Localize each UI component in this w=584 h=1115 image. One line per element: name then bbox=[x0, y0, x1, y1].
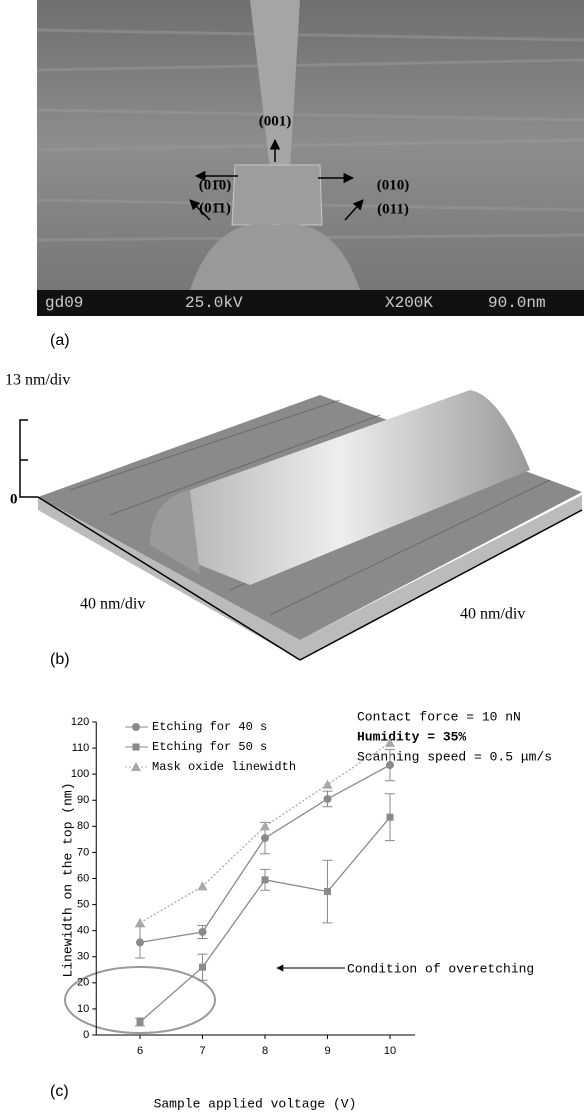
legend-marker bbox=[131, 762, 141, 771]
figure: (001) (01̄0) (01̄1) (010) (011) gd09 25.… bbox=[0, 0, 584, 1115]
legend-marker bbox=[132, 723, 140, 731]
scale-text: 25.0kV bbox=[185, 294, 243, 312]
x-axis-label: 40 nm/div bbox=[80, 596, 145, 613]
condition: Contact force = 10 nN bbox=[357, 709, 521, 724]
scale-text: X200K bbox=[385, 294, 433, 312]
z-axis-label: 13 nm/div bbox=[5, 372, 70, 389]
panel-label: (b) bbox=[50, 651, 70, 668]
annotation: Condition of overetching bbox=[347, 961, 534, 976]
y-tick-label: 20 bbox=[77, 977, 89, 989]
panel-label: (c) bbox=[50, 1083, 69, 1100]
x-tick-label: 9 bbox=[324, 1045, 330, 1057]
marker bbox=[199, 964, 206, 971]
y-tick-label: 90 bbox=[77, 794, 89, 806]
condition: Scanning speed = 0.5 μm/s bbox=[357, 749, 552, 764]
sem-image bbox=[37, 0, 584, 316]
y-tick-label: 110 bbox=[72, 742, 90, 754]
x-tick-label: 6 bbox=[137, 1045, 143, 1057]
marker bbox=[261, 834, 269, 842]
x-tick-label: 10 bbox=[384, 1045, 396, 1057]
marker bbox=[324, 795, 332, 803]
y-tick-label: 60 bbox=[77, 872, 89, 884]
y-axis-title: Linewidth on the top (nm) bbox=[60, 782, 75, 977]
y-tick-label: 120 bbox=[71, 716, 89, 728]
facet-label: (011) bbox=[377, 201, 409, 217]
z-zero: 0 bbox=[10, 491, 18, 507]
facet-label: (010) bbox=[377, 177, 410, 193]
legend-label: Etching for 40 s bbox=[152, 720, 267, 734]
y-tick-label: 70 bbox=[77, 846, 89, 858]
y-tick-label: 10 bbox=[77, 1003, 89, 1015]
x-tick-label: 7 bbox=[199, 1045, 205, 1057]
x-tick-label: 8 bbox=[262, 1045, 268, 1057]
marker bbox=[323, 780, 333, 789]
legend-label: Etching for 50 s bbox=[152, 740, 267, 754]
marker bbox=[387, 814, 394, 821]
legend-marker bbox=[133, 744, 140, 751]
marker bbox=[136, 938, 144, 946]
y-tick-label: 80 bbox=[77, 820, 89, 832]
facet-label: (001) bbox=[259, 113, 292, 129]
marker bbox=[199, 928, 207, 936]
y-tick-label: 30 bbox=[77, 951, 89, 963]
marker bbox=[135, 918, 145, 927]
figure-canvas: (001) (01̄0) (01̄1) (010) (011) gd09 25.… bbox=[0, 0, 584, 1115]
x-axis-title: Sample applied voltage (V) bbox=[154, 1096, 357, 1111]
y-tick-label: 0 bbox=[83, 1029, 89, 1041]
marker bbox=[324, 888, 331, 895]
marker bbox=[262, 876, 269, 883]
y-tick-label: 100 bbox=[71, 768, 89, 780]
y-tick-label: 50 bbox=[77, 898, 89, 910]
y-axis-label: 40 nm/div bbox=[460, 606, 525, 623]
marker bbox=[137, 1018, 144, 1025]
marker bbox=[386, 761, 394, 769]
conditions: Contact force = 10 nN Humidity = 35% Sca… bbox=[357, 709, 552, 764]
scale-text: 90.0nm bbox=[488, 294, 546, 312]
scale-text: gd09 bbox=[45, 294, 83, 312]
facet-label: (01̄0) bbox=[199, 177, 232, 193]
condition: Humidity = 35% bbox=[357, 729, 466, 744]
panel-label: (a) bbox=[50, 332, 70, 349]
legend-label: Mask oxide linewidth bbox=[152, 760, 296, 774]
y-tick-label: 40 bbox=[77, 925, 89, 937]
